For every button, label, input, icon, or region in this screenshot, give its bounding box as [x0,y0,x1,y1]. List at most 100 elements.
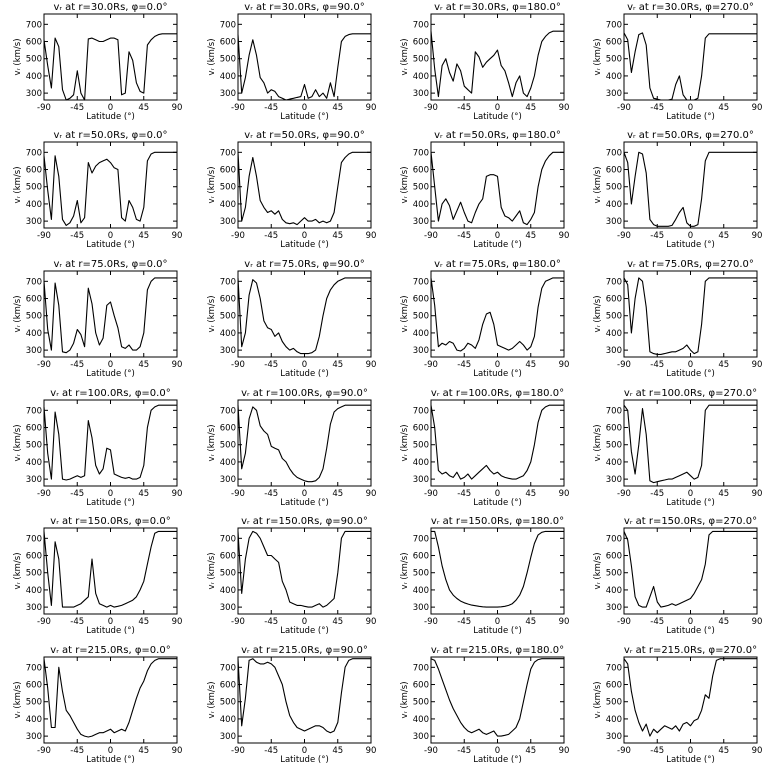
y-tick-label: 700 [26,406,42,416]
x-axis-label: Latitude (°) [473,112,522,122]
vr-series-line [431,530,564,608]
y-tick-label: 500 [220,569,236,579]
x-tick-label: 90 [172,489,183,499]
x-axis-label: Latitude (°) [86,369,135,379]
y-tick-label: 300 [606,603,622,613]
y-tick-label: 700 [413,20,429,30]
vr-series-line [623,277,757,355]
y-tick-label: 400 [26,72,42,82]
x-tick-label: 90 [752,103,763,113]
y-tick-label: 600 [220,38,236,48]
vr-series-line [623,151,757,227]
x-tick-label: 45 [718,231,729,241]
y-tick-label: 600 [26,295,42,305]
y-tick-label: 500 [606,569,622,579]
x-tick-label: 90 [559,103,570,113]
y-tick-label: 600 [413,38,429,48]
y-tick-label: 400 [26,458,42,468]
x-tick-label: -90 [231,746,245,756]
panel-20: vᵣ at r=150.0Rs, φ=270.0° -90 -45 0 45 90 300 4… [593,516,762,636]
y-axis-label: vᵣ (km/s) [400,424,410,461]
vr-series-line [237,404,371,483]
y-tick-label: 600 [26,166,42,176]
y-tick-label: 300 [413,475,429,485]
y-axis-label: vᵣ (km/s) [207,552,217,589]
x-tick-label: 0 [302,489,307,499]
plot-frame [430,527,565,615]
x-tick-label: 0 [302,617,307,627]
x-axis-label: Latitude (°) [666,240,715,250]
y-tick-label: 500 [413,312,429,322]
x-axis-label: Latitude (°) [666,369,715,379]
vr-series-line [623,32,757,101]
vr-series-line [623,530,757,608]
y-tick-label: 700 [220,534,236,544]
panel-8: vᵣ at r=50.0Rs, φ=270.0° -90 -45 0 45 90 300 40… [593,130,762,250]
y-tick-label: 400 [26,715,42,725]
y-tick-label: 400 [413,72,429,82]
y-tick-label: 300 [26,217,42,227]
y-axis-label: vᵣ (km/s) [207,166,217,203]
y-tick-label: 600 [220,552,236,562]
y-tick-label: 700 [606,20,622,30]
y-tick-label: 700 [606,148,622,158]
panel-12: vᵣ at r=75.0Rs, φ=270.0° -90 -45 0 45 90 300 40… [593,259,762,379]
y-tick-label: 600 [606,552,622,562]
vr-series-line [430,30,564,98]
y-tick-label: 400 [220,586,236,596]
y-tick-label: 300 [26,89,42,99]
x-tick-label: -45 [264,746,278,756]
y-tick-label: 500 [26,569,42,579]
x-tick-label: 90 [366,617,377,627]
plot-frame [430,13,565,101]
x-tick-label: 0 [495,617,500,627]
x-tick-label: 45 [138,617,149,627]
x-tick-label: 0 [688,231,693,241]
y-tick-label: 600 [220,166,236,176]
x-tick-label: -45 [70,103,84,113]
panel-title: vᵣ at r=215.0Rs, φ=90.0° [241,645,368,656]
y-tick-label: 500 [413,441,429,451]
y-tick-label: 600 [606,38,622,48]
x-axis-label: Latitude (°) [280,626,329,636]
y-tick-label: 600 [26,552,42,562]
x-tick-label: 90 [366,231,377,241]
x-tick-label: 0 [688,360,693,370]
x-tick-label: 45 [138,489,149,499]
x-tick-label: 45 [525,103,536,113]
x-tick-label: 0 [108,489,113,499]
x-tick-label: 45 [525,360,536,370]
y-tick-label: 700 [413,534,429,544]
x-tick-label: 90 [752,746,763,756]
x-tick-label: 45 [718,360,729,370]
panel-title: vᵣ at r=30.0Rs, φ=90.0° [244,2,364,13]
panel-title: vᵣ at r=75.0Rs, φ=90.0° [244,259,364,270]
y-tick-label: 600 [606,681,622,691]
y-axis-label: vᵣ (km/s) [400,295,410,332]
x-tick-label: -90 [617,360,631,370]
panel-title: vᵣ at r=215.0Rs, φ=180.0° [431,645,564,656]
panel-title: vᵣ at r=150.0Rs, φ=0.0° [50,516,170,527]
panel-title: vᵣ at r=100.0Rs, φ=180.0° [431,388,564,399]
x-tick-label: 45 [138,360,149,370]
x-axis-label: Latitude (°) [473,755,522,765]
plot-frame [430,399,565,487]
panel-title: vᵣ at r=215.0Rs, φ=270.0° [624,645,757,656]
panel-title: vᵣ at r=50.0Rs, φ=90.0° [244,130,364,141]
x-tick-label: 45 [332,489,343,499]
y-tick-label: 400 [413,329,429,339]
panel-title: vᵣ at r=50.0Rs, φ=180.0° [434,130,561,141]
vr-series-line [430,277,564,352]
x-tick-label: -45 [457,746,471,756]
plot-frame [623,399,758,487]
y-tick-label: 300 [606,217,622,227]
y-tick-label: 600 [606,166,622,176]
y-tick-label: 400 [26,586,42,596]
x-tick-label: 0 [495,360,500,370]
x-tick-label: -90 [37,489,51,499]
x-tick-label: -45 [70,617,84,627]
vr-series-line [237,33,371,101]
panel-15: vᵣ at r=100.0Rs, φ=180.0° -90 -45 0 45 90 300 4… [400,388,569,508]
y-axis-label: vᵣ (km/s) [400,681,410,718]
x-tick-label: 90 [172,360,183,370]
